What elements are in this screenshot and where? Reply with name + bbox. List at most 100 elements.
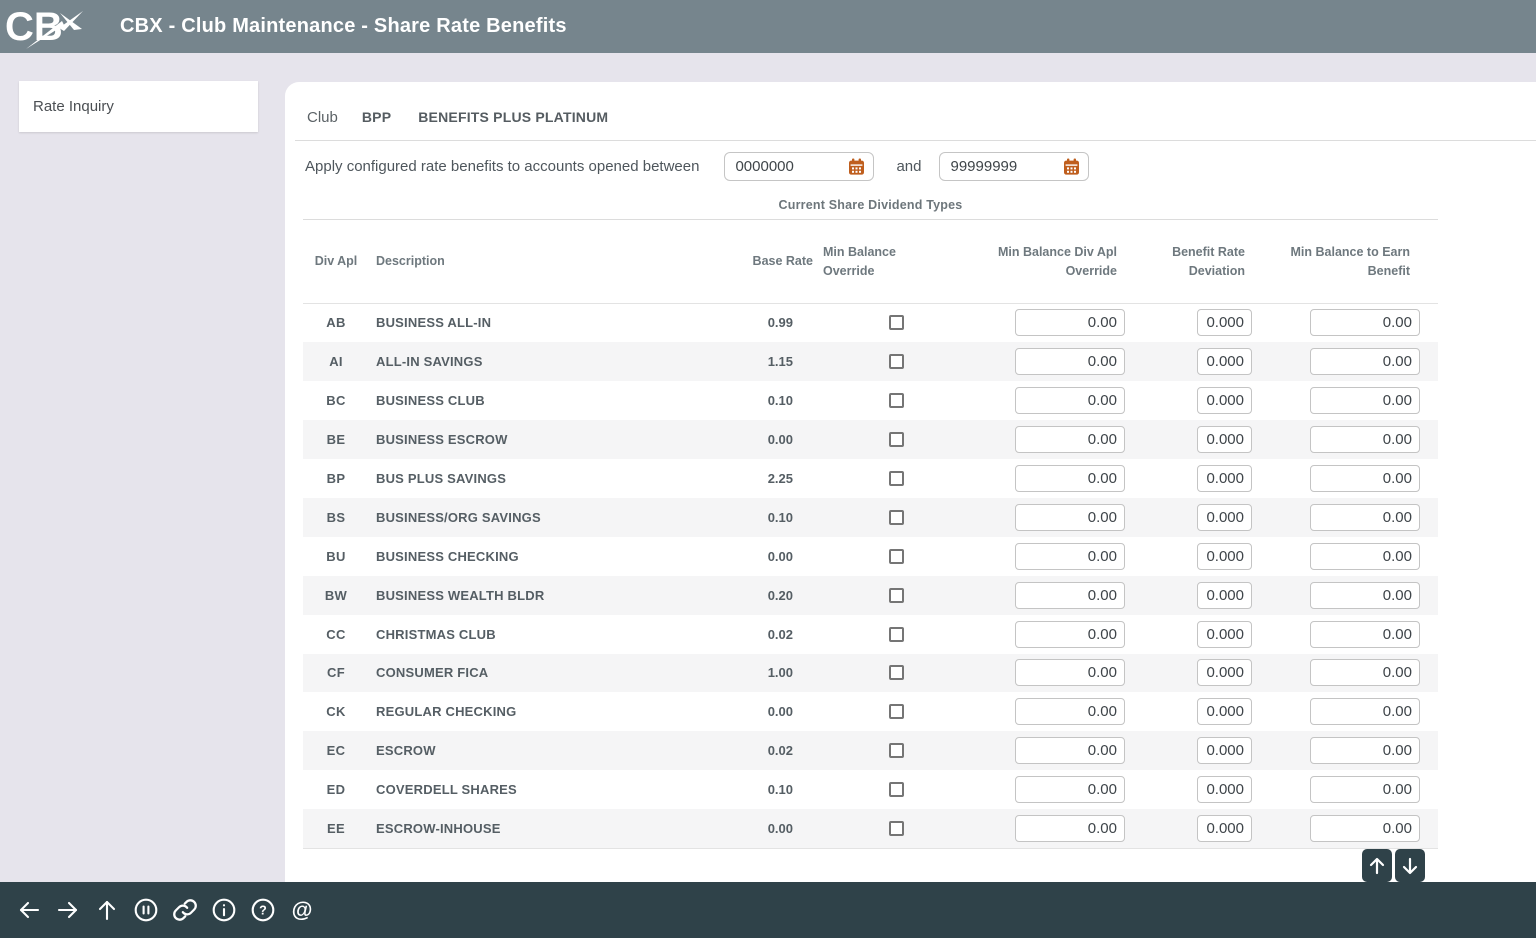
min-balance-to-earn-benefit-input[interactable] xyxy=(1310,542,1420,570)
sidebar-item-rate-inquiry[interactable]: Rate Inquiry xyxy=(19,81,258,132)
from-date-field[interactable] xyxy=(724,151,875,181)
benefit-rate-deviation-input[interactable] xyxy=(1197,387,1252,415)
calendar-icon[interactable] xyxy=(848,158,865,175)
min-balance-to-earn-benefit-input[interactable] xyxy=(1310,581,1420,609)
min-balance-override-checkbox[interactable] xyxy=(889,665,904,681)
table-row: BS BUSINESS/ORG SAVINGS 0.10 xyxy=(303,497,1438,537)
benefit-rate-deviation-input[interactable] xyxy=(1197,348,1252,376)
min-balance-override-checkbox[interactable] xyxy=(889,743,904,759)
min-balance-to-earn-benefit-input[interactable] xyxy=(1310,815,1420,843)
benefit-rate-deviation-input[interactable] xyxy=(1197,620,1252,648)
min-balance-override-cell xyxy=(815,471,955,486)
min-balance-to-earn-benefit-cell xyxy=(1254,387,1422,415)
min-balance-div-apl-override-input[interactable] xyxy=(1015,620,1125,648)
min-balance-override-checkbox[interactable] xyxy=(889,315,904,331)
min-balance-override-checkbox[interactable] xyxy=(889,432,904,448)
min-balance-override-checkbox[interactable] xyxy=(889,548,904,564)
up-arrow-icon[interactable] xyxy=(94,897,120,923)
min-balance-to-earn-benefit-input[interactable] xyxy=(1310,698,1420,726)
benefit-rate-deviation-input[interactable] xyxy=(1197,737,1252,765)
forward-arrow-icon[interactable] xyxy=(55,897,81,923)
min-balance-to-earn-benefit-input[interactable] xyxy=(1310,620,1420,648)
filter-label: Apply configured rate benefits to accoun… xyxy=(305,157,700,175)
table-row: EC ESCROW 0.02 xyxy=(303,731,1438,771)
min-balance-div-apl-override-input[interactable] xyxy=(1015,737,1125,765)
benefit-rate-deviation-input[interactable] xyxy=(1197,426,1252,454)
benefit-rate-deviation-input[interactable] xyxy=(1197,815,1252,843)
info-icon[interactable] xyxy=(211,897,237,923)
benefit-rate-deviation-input[interactable] xyxy=(1197,581,1252,609)
min-balance-to-earn-benefit-input[interactable] xyxy=(1310,737,1420,765)
link-icon[interactable] xyxy=(172,897,198,923)
from-date-input[interactable] xyxy=(735,157,849,175)
min-balance-div-apl-override-input[interactable] xyxy=(1015,309,1125,337)
benefit-rate-deviation-input[interactable] xyxy=(1197,503,1252,531)
top-bar: CB CBX - Club Maintenance - Share Rate B… xyxy=(0,0,1536,53)
description-cell: BUSINESS CHECKING xyxy=(376,548,519,564)
scroll-down-button[interactable] xyxy=(1395,849,1425,882)
min-balance-override-checkbox[interactable] xyxy=(889,704,904,720)
min-balance-override-checkbox[interactable] xyxy=(889,509,904,525)
help-icon[interactable]: ? xyxy=(250,897,276,923)
benefit-rate-deviation-input[interactable] xyxy=(1197,776,1252,804)
min-balance-div-apl-override-cell xyxy=(955,776,1127,804)
back-arrow-icon[interactable] xyxy=(16,897,42,923)
min-balance-override-checkbox[interactable] xyxy=(889,626,904,642)
calendar-icon[interactable] xyxy=(1063,158,1080,175)
to-date-field[interactable] xyxy=(939,151,1090,181)
min-balance-div-apl-override-input[interactable] xyxy=(1015,698,1125,726)
table-row: CK REGULAR CHECKING 0.00 xyxy=(303,692,1438,731)
min-balance-div-apl-override-cell xyxy=(955,815,1127,843)
col-header-benefit-rate-deviation: Benefit Rate Deviation xyxy=(1172,245,1245,278)
min-balance-div-apl-override-input[interactable] xyxy=(1015,659,1125,687)
min-balance-div-apl-override-cell xyxy=(955,620,1127,648)
min-balance-to-earn-benefit-input[interactable] xyxy=(1310,348,1420,376)
min-balance-div-apl-override-input[interactable] xyxy=(1015,776,1125,804)
benefit-rate-deviation-cell xyxy=(1127,581,1254,609)
description-cell: BUSINESS/ORG SAVINGS xyxy=(376,509,541,525)
min-balance-override-checkbox[interactable] xyxy=(889,393,904,409)
min-balance-to-earn-benefit-cell xyxy=(1254,815,1422,843)
benefit-rate-deviation-input[interactable] xyxy=(1197,698,1252,726)
min-balance-div-apl-override-input[interactable] xyxy=(1015,815,1125,843)
min-balance-to-earn-benefit-input[interactable] xyxy=(1310,776,1420,804)
min-balance-to-earn-benefit-input[interactable] xyxy=(1310,503,1420,531)
at-icon[interactable]: @ xyxy=(289,897,315,923)
benefit-rate-deviation-input[interactable] xyxy=(1197,542,1252,570)
min-balance-to-earn-benefit-input[interactable] xyxy=(1310,387,1420,415)
min-balance-override-cell xyxy=(815,548,955,564)
min-balance-override-checkbox[interactable] xyxy=(889,821,904,837)
breadcrumb-club-name: BENEFITS PLUS PLATINUM xyxy=(418,109,609,125)
min-balance-div-apl-override-input[interactable] xyxy=(1015,503,1125,531)
benefit-rate-deviation-cell xyxy=(1127,815,1254,843)
min-balance-div-apl-override-input[interactable] xyxy=(1015,465,1125,492)
min-balance-override-checkbox[interactable] xyxy=(889,471,904,486)
div-apl-code: BW xyxy=(324,587,348,603)
benefit-rate-deviation-input[interactable] xyxy=(1197,659,1252,687)
table-row: EE ESCROW-INHOUSE 0.00 xyxy=(303,809,1438,848)
min-balance-override-checkbox[interactable] xyxy=(889,587,904,603)
min-balance-override-cell xyxy=(815,704,955,720)
min-balance-div-apl-override-input[interactable] xyxy=(1015,426,1125,454)
benefit-rate-deviation-input[interactable] xyxy=(1197,465,1252,492)
min-balance-to-earn-benefit-input[interactable] xyxy=(1310,426,1420,454)
scroll-up-button[interactable] xyxy=(1362,849,1392,882)
min-balance-override-checkbox[interactable] xyxy=(889,782,904,798)
min-balance-to-earn-benefit-input[interactable] xyxy=(1310,659,1420,687)
min-balance-div-apl-override-input[interactable] xyxy=(1015,581,1125,609)
to-date-input[interactable] xyxy=(950,157,1064,175)
min-balance-to-earn-benefit-input[interactable] xyxy=(1310,309,1420,337)
benefit-rate-deviation-input[interactable] xyxy=(1197,309,1252,337)
pause-icon[interactable] xyxy=(133,897,159,923)
min-balance-div-apl-override-input[interactable] xyxy=(1015,348,1125,376)
min-balance-div-apl-override-input[interactable] xyxy=(1015,542,1125,570)
base-rate-cell: 1.00 xyxy=(767,665,793,681)
min-balance-override-checkbox[interactable] xyxy=(889,354,904,370)
div-apl-code: BE xyxy=(326,432,346,448)
min-balance-div-apl-override-input[interactable] xyxy=(1015,387,1125,415)
description-cell: COVERDELL SHARES xyxy=(376,782,517,798)
div-apl-code: BU xyxy=(326,548,346,564)
table-row: BW BUSINESS WEALTH BLDR 0.20 xyxy=(303,575,1438,615)
min-balance-to-earn-benefit-input[interactable] xyxy=(1310,465,1420,492)
breadcrumb-club-label: Club xyxy=(307,108,338,126)
